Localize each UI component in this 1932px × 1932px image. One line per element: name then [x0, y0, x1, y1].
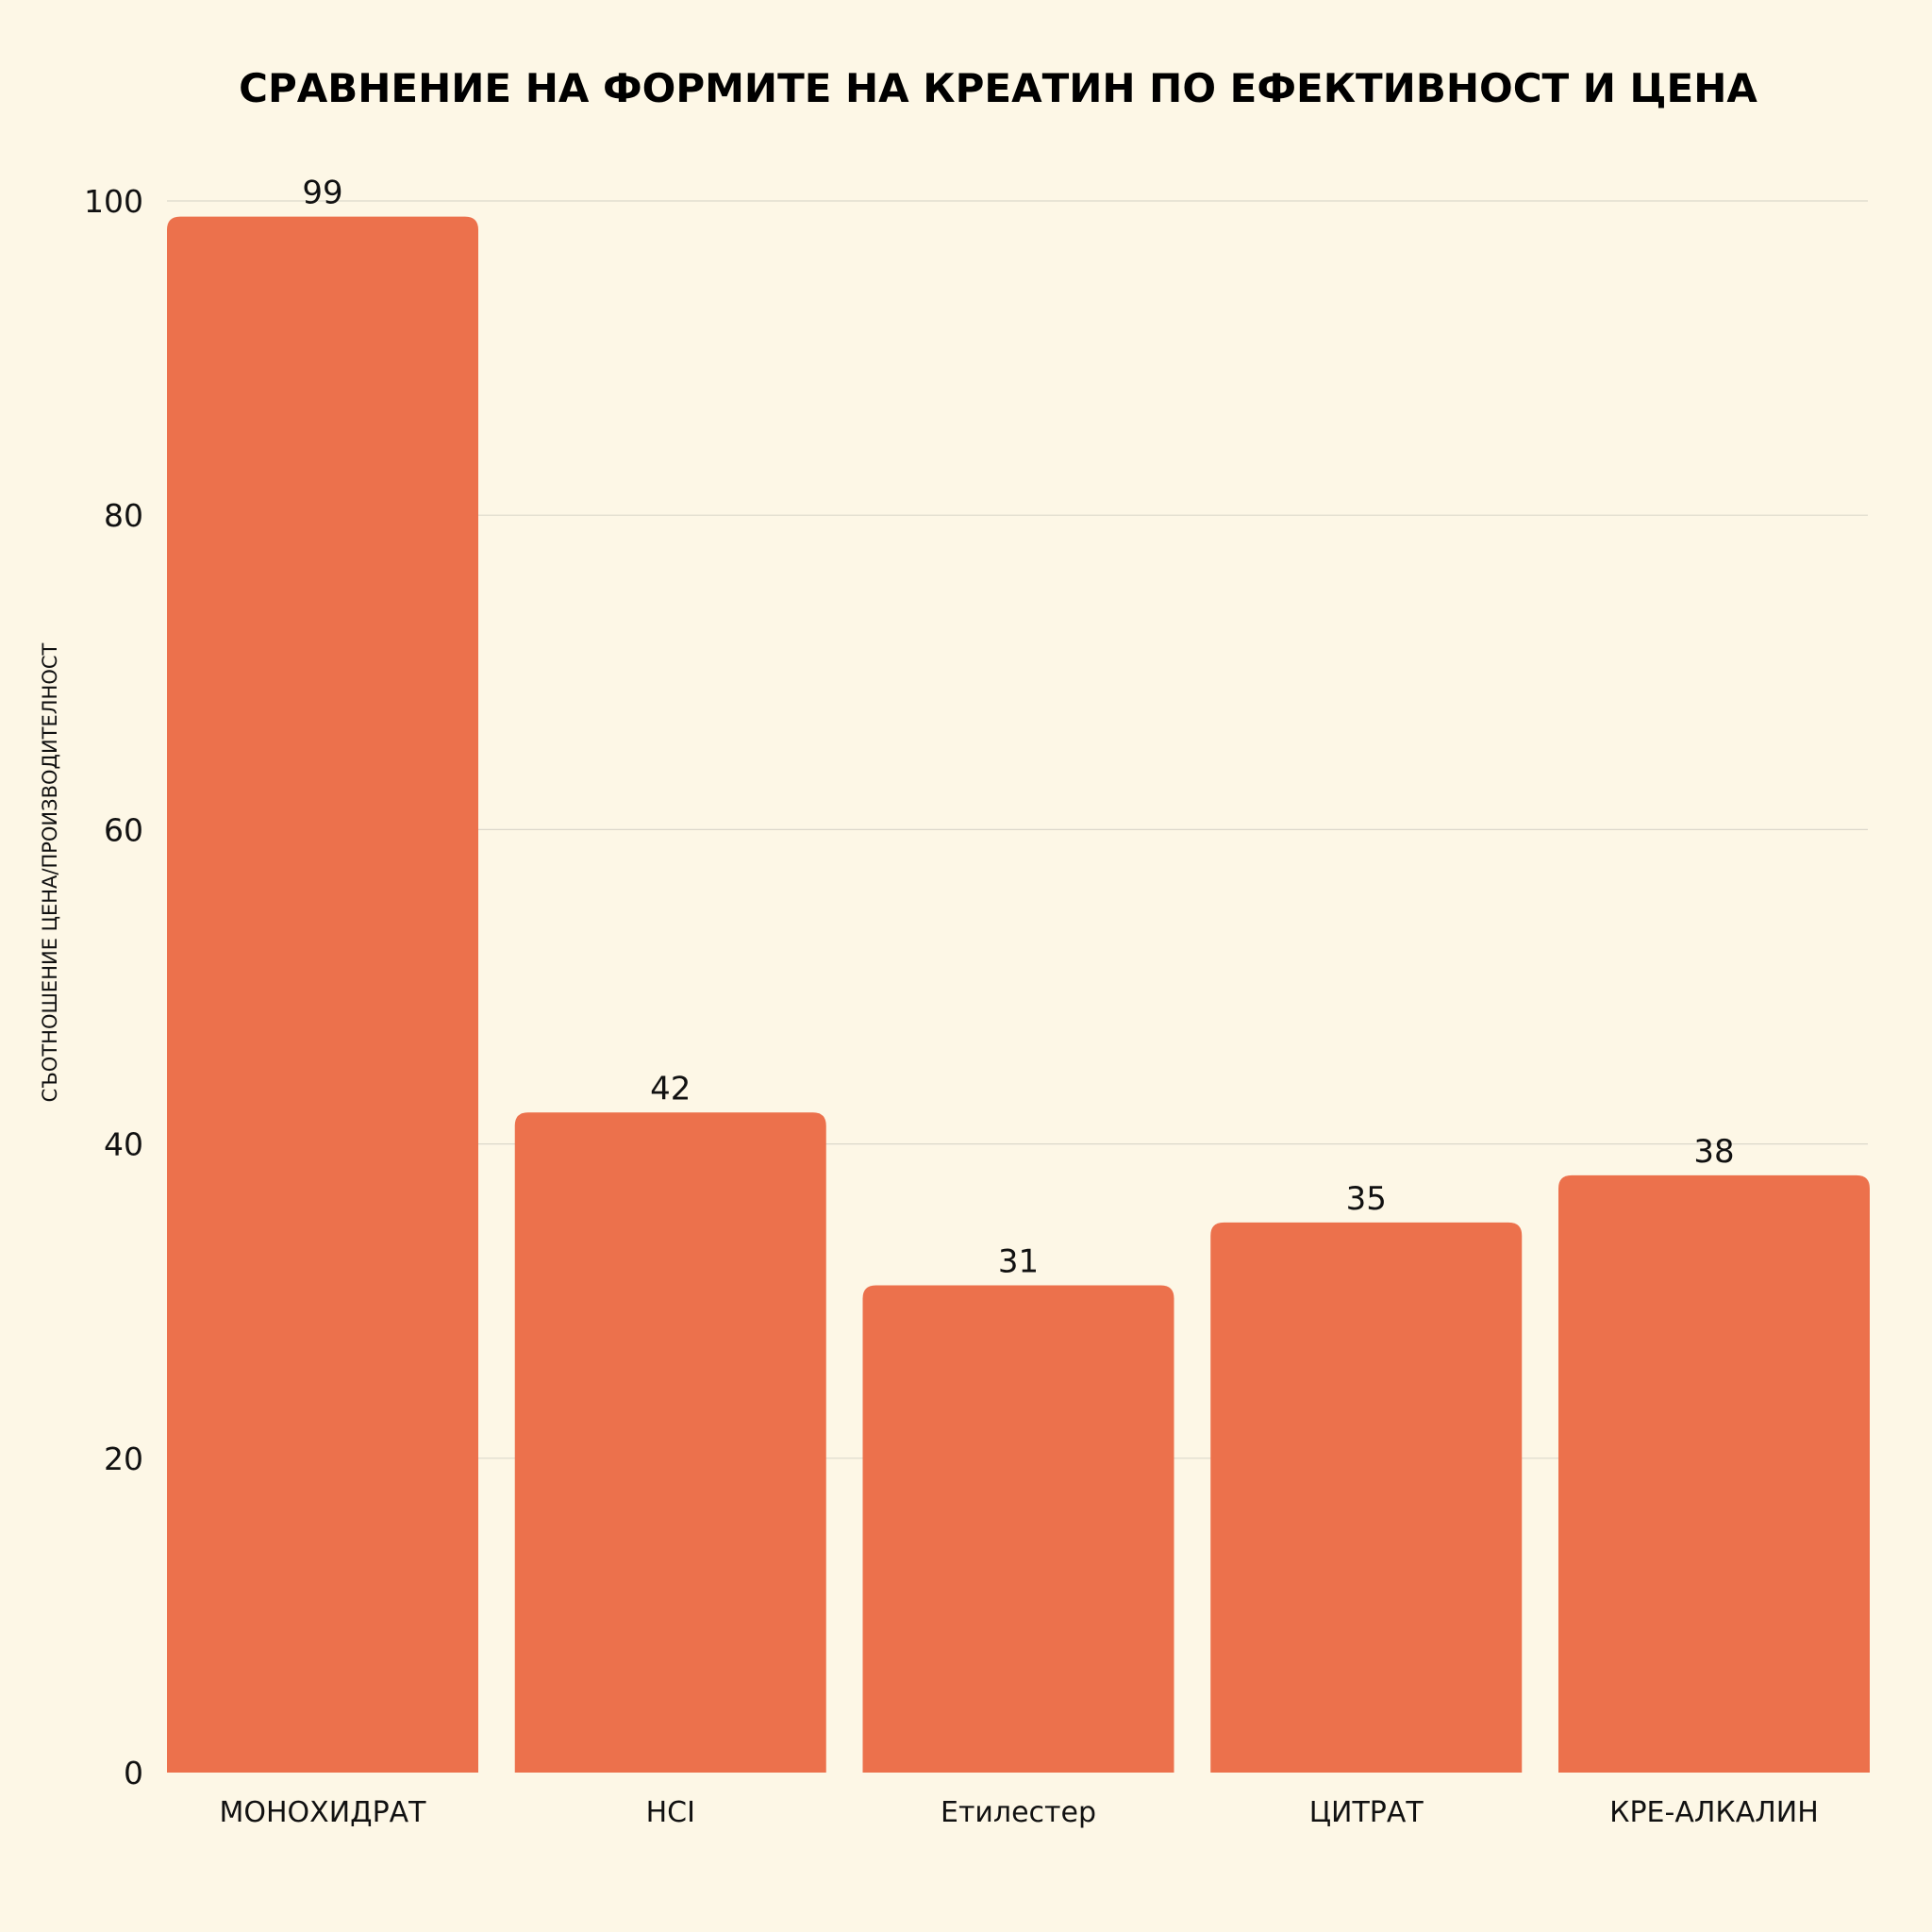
bar — [514, 1112, 826, 1773]
bar-value-label: 42 — [650, 1070, 691, 1108]
x-tick-label: ЦИТРАТ — [1309, 1796, 1424, 1829]
bar-value-label: 99 — [302, 175, 342, 212]
x-tick-label: КРЕ-АЛКАЛИН — [1609, 1796, 1819, 1829]
bar — [862, 1285, 1174, 1773]
y-tick-label: 80 — [104, 497, 143, 534]
y-axis-ticks: 0 20 40 60 80 100 — [84, 183, 143, 1791]
value-labels: 99 42 31 35 38 — [302, 175, 1734, 1281]
bar — [1210, 1222, 1523, 1773]
x-axis-ticks: МОНОХИДРАТ HCI Етилестер ЦИТРАТ КРЕ-АЛКАЛИН — [219, 1796, 1818, 1829]
y-tick-label: 60 — [104, 811, 143, 848]
bar-value-label: 31 — [998, 1243, 1039, 1281]
bar-value-label: 38 — [1693, 1133, 1734, 1171]
y-tick-label: 20 — [104, 1441, 143, 1477]
y-tick-label: 100 — [84, 183, 143, 220]
x-tick-label: МОНОХИДРАТ — [219, 1796, 426, 1829]
bar — [1558, 1174, 1870, 1773]
x-tick-label: HCI — [646, 1796, 695, 1829]
y-axis-label: СЪОТНОШЕНИЕ ЦЕНА/ПРОИЗВОДИТЕЛНОСТ — [39, 642, 61, 1102]
bar — [167, 216, 478, 1773]
y-tick-label: 0 — [124, 1755, 143, 1791]
y-tick-label: 40 — [104, 1126, 143, 1163]
bars — [167, 216, 1870, 1773]
bar-value-label: 35 — [1346, 1180, 1387, 1218]
chart-title: СРАВНЕНИЕ НА ФОРМИТЕ НА КРЕАТИН ПО ЕФЕКТ… — [239, 65, 1757, 111]
x-tick-label: Етилестер — [941, 1796, 1096, 1829]
